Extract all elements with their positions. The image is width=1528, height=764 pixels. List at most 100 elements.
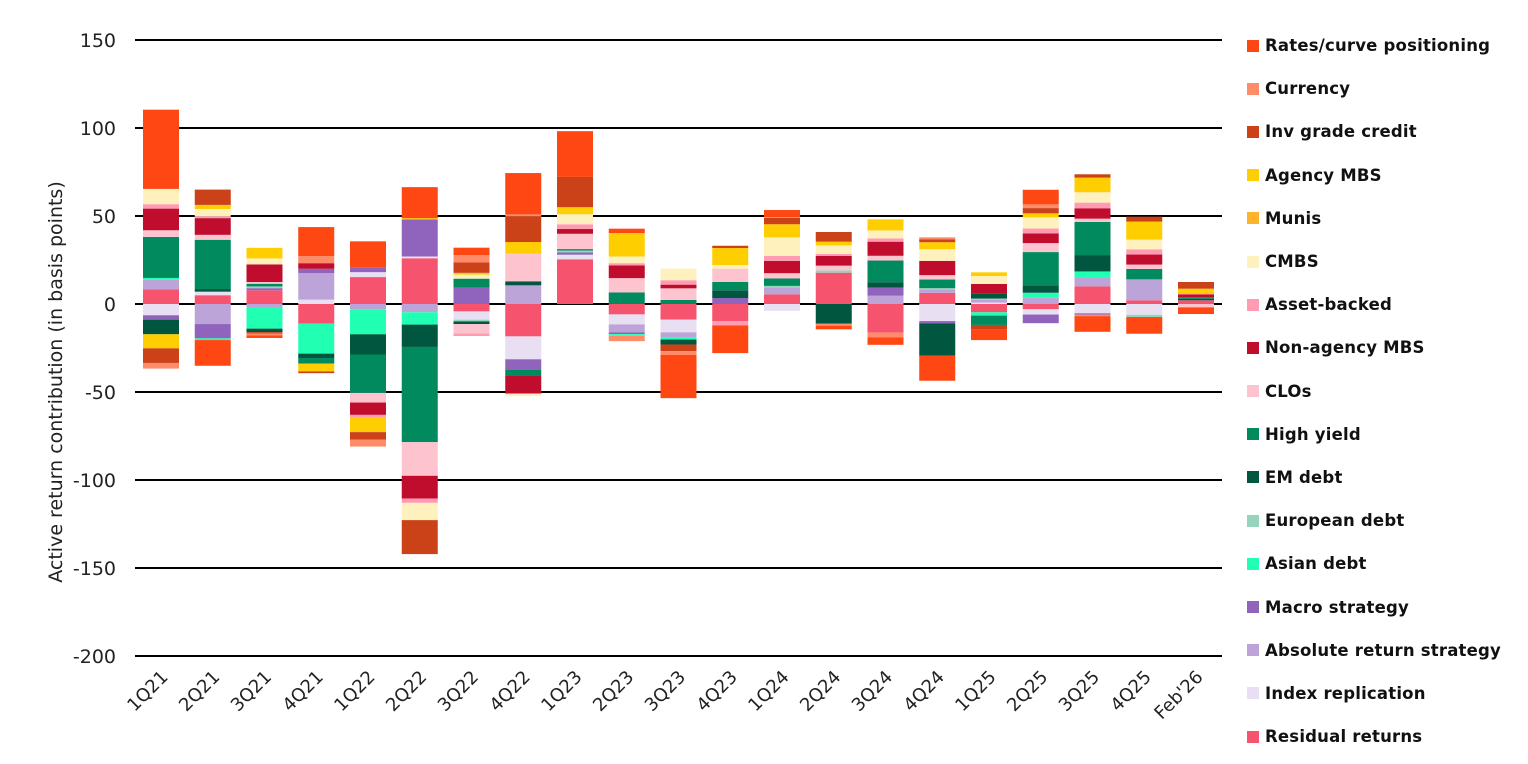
bar-segment-absolute-return-strategy (764, 287, 800, 295)
bar-segment-rates-curve-positioning (1126, 317, 1163, 334)
bar-segment-clos (867, 255, 904, 261)
bar-segment-asset-backed (453, 333, 490, 337)
bar-segment-asset-backed (1178, 293, 1214, 295)
bar-segment-absolute-return-strategy (298, 273, 335, 300)
bar-segment-clos (557, 233, 593, 250)
bar-segment-clos (1022, 243, 1059, 253)
legend-item: Absolute return strategy (1247, 629, 1501, 672)
bar-segment-clos (660, 288, 697, 300)
bar-segment-cmbs (712, 265, 749, 269)
bar-segment-index-replication (143, 304, 179, 316)
bar-segment-non-agency-mbs (350, 402, 386, 415)
bar-segment-agency-mbs (712, 248, 749, 266)
legend-swatch (1247, 39, 1259, 52)
bar-segment-asian-debt (1074, 271, 1111, 278)
legend-item: Currency (1247, 67, 1501, 110)
bar-segment-agency-mbs (401, 218, 438, 220)
bar-segment-residual-returns (867, 304, 904, 333)
bar-segment-rates-curve-positioning (867, 337, 904, 345)
bar-segment-clos (815, 265, 852, 271)
bar-segment-inv-grade-credit (143, 348, 179, 363)
bar-segment-absolute-return-strategy (1126, 279, 1163, 301)
bar-segment-absolute-return-strategy (143, 279, 179, 290)
bar-segment-residual-returns (608, 304, 645, 315)
legend-swatch (1247, 428, 1259, 441)
bar-segment-european-debt (453, 319, 490, 322)
legend-item: Residual returns (1247, 715, 1501, 758)
bar-segment-non-agency-mbs (194, 218, 231, 235)
bar-segment-residual-returns (143, 289, 179, 304)
bar-segment-agency-mbs (505, 242, 542, 254)
bar-segment-non-agency-mbs (1178, 294, 1214, 298)
bar-segment-residual-returns (350, 277, 386, 304)
bar-segment-clos (505, 253, 542, 282)
bar-segment-residual-returns (194, 295, 231, 304)
bar-segment-agency-mbs (557, 207, 593, 215)
bar-segment-index-replication (453, 311, 490, 320)
bar-segment-currency (350, 439, 386, 447)
bar-segment-index-replication (764, 304, 800, 311)
y-tick-label: 0 (104, 294, 116, 316)
legend-label: EM debt (1265, 467, 1343, 487)
bar-segment-asian-debt (350, 309, 386, 335)
bar-segment-absolute-return-strategy (350, 304, 386, 310)
bar-segment-non-agency-mbs (246, 264, 283, 282)
bar-segment-agency-mbs (194, 204, 231, 209)
bar-segment-agency-mbs (971, 272, 1007, 277)
bar-segment-asset-backed (1126, 249, 1163, 255)
bar-segment-asset-backed (1074, 202, 1111, 209)
bar-segment-european-debt (557, 250, 593, 253)
bar-segment-em-debt (971, 293, 1007, 299)
bar-segment-macro-strategy (1074, 313, 1111, 315)
bar-segment-cmbs (867, 230, 904, 239)
legend-swatch (1247, 730, 1259, 743)
bar-segment-inv-grade-credit (1022, 208, 1059, 214)
bar-segment-residual-returns (919, 292, 956, 304)
bar-segment-currency (505, 214, 542, 217)
bar-segment-em-debt (298, 353, 335, 359)
bar-segment-em-debt (1074, 255, 1111, 272)
legend-label: Asian debt (1265, 554, 1367, 574)
legend-label: Absolute return strategy (1265, 640, 1501, 660)
bar-segment-cmbs (815, 245, 852, 255)
x-tick-label: 3Q23 (641, 667, 690, 716)
bar-segment-high-yield (1126, 268, 1163, 280)
bar-segment-currency (246, 333, 283, 336)
bar-segment-absolute-return-strategy (1074, 277, 1111, 287)
x-tick-label: 3Q22 (434, 667, 483, 716)
bar-segment-cmbs (1022, 217, 1059, 229)
bar-segment-rates-curve-positioning (298, 227, 335, 257)
bar-segment-index-replication (608, 314, 645, 325)
bar-segment-macro-strategy (919, 321, 956, 324)
bar-segment-rates-curve-positioning (1074, 316, 1111, 332)
bar-segment-asian-debt (971, 312, 1007, 316)
bar-segment-rates-curve-positioning (712, 325, 749, 354)
legend-item: Macro strategy (1247, 585, 1501, 628)
x-tick-label: 2Q25 (1003, 667, 1052, 716)
legend-item: Index replication (1247, 672, 1501, 715)
bar-segment-high-yield (194, 239, 231, 290)
bar-segment-residual-returns (815, 272, 852, 304)
x-tick-label: 2Q24 (796, 667, 845, 716)
bar-segment-absolute-return-strategy (971, 299, 1007, 303)
bar-segment-inv-grade-credit (660, 344, 697, 352)
bar-segment-em-debt (867, 282, 904, 288)
bar-segment-currency (1022, 204, 1059, 209)
bar-segment-cmbs (505, 393, 542, 397)
bar-segment-macro-strategy (401, 219, 438, 257)
bar-segment-cmbs (143, 188, 179, 205)
x-tick-label: 4Q21 (279, 667, 328, 716)
bar-segment-currency (298, 256, 335, 264)
bar-segment-macro-strategy (194, 324, 231, 339)
bar-segment-non-agency-mbs (401, 475, 438, 499)
legend-swatch (1247, 644, 1259, 657)
y-tick-label: 50 (92, 206, 116, 228)
bar-segment-residual-returns (453, 304, 490, 312)
legend-swatch (1247, 212, 1259, 225)
bar-segment-high-yield (246, 283, 283, 287)
bar-segment-agency-mbs (1126, 221, 1163, 240)
bar-segment-rates-curve-positioning (246, 335, 283, 338)
bar-segment-inv-grade-credit (453, 262, 490, 273)
bar-segment-inv-grade-credit (401, 520, 438, 555)
